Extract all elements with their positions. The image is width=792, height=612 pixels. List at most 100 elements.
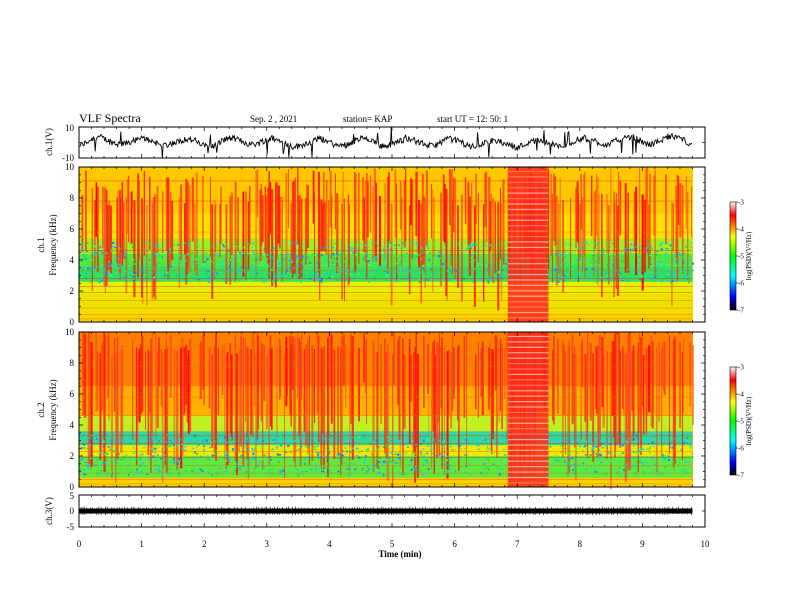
spectrogram-speckle [440,453,442,456]
spectrogram-speckle [171,260,173,262]
spectrogram-speckle [619,460,621,463]
spectrogram-streak [119,189,122,280]
spectrogram-speckle [567,259,569,261]
spectrogram-speckle [143,446,146,448]
spectrogram-streak [176,350,179,470]
spectrogram-speckle [157,468,161,470]
spectrogram-streak [297,334,298,398]
spectrogram-speckle [366,464,368,467]
spectrogram-speckle [206,258,209,261]
spectrogram-speckle [153,452,157,453]
spectrogram-speckle [680,449,683,452]
spectrogram-speckle [197,440,200,442]
spectrogram-speckle [86,447,88,450]
spectrogram-streak [377,332,379,413]
spectrogram-speckle [638,278,642,281]
spectrogram-streak [358,347,360,422]
spectrogram-streak [186,354,189,423]
spectrogram-speckle [224,281,227,283]
spectrogram-speckle [151,438,155,441]
spectrogram-speckle [222,470,225,473]
spectrogram-feature-stripe [507,192,549,194]
spectrogram-speckle [674,253,677,256]
spectrogram-speckle [334,255,338,257]
spectrogram-speckle [414,455,417,457]
spectrogram-speckle [123,455,126,458]
spectrogram-speckle [466,254,468,256]
spectrogram-speckle [196,246,199,249]
spectrogram-speckle [138,441,141,443]
spectrogram-speckle [561,280,563,283]
spectrogram-speckle [631,466,633,469]
spectrogram-streak [672,339,675,470]
spectrogram-streak [440,345,442,408]
spectrogram-speckle [634,465,637,468]
spectrogram-streak [121,345,124,439]
spectrogram-streak [641,194,644,291]
spectrogram-speckle [431,273,432,276]
spectrogram-speckle [172,243,175,245]
spectrogram-speckle [108,263,110,265]
spectrogram-speckle [231,262,235,265]
spectrogram-streak [444,347,445,475]
spectrogram-speckle [562,458,564,460]
spectrogram-speckle [442,470,444,472]
spectrogram-streak [171,200,174,260]
spectrogram-speckle [95,252,98,255]
spectrogram-feature-stripe [507,406,549,408]
spectrogram-speckle [244,458,248,460]
spectrogram-speckle [661,456,663,458]
spectrogram-streak [100,345,102,455]
spectrogram-streak [619,180,622,236]
spectrogram-speckle [296,468,299,471]
spectrogram-speckle [573,276,576,278]
spectrogram-speckle [348,474,350,477]
spectrogram-speckle [326,256,329,259]
spectrogram-speckle [81,457,84,459]
spectrogram-speckle [649,446,651,450]
spectrogram-speckle [673,261,676,263]
spectrogram-speckle [270,459,272,461]
spectrogram-speckle [176,275,178,276]
spectrogram-speckle [503,274,505,277]
spectrogram-speckle [478,448,480,451]
spectrogram-streak [237,197,239,252]
spectrogram-ytick-marks [79,331,705,488]
spectrogram-speckle [666,248,669,251]
spectrogram-feature-stripe [507,357,549,359]
spectrogram-speckle [301,255,304,258]
spectrogram-streak [438,332,440,456]
spectrogram-streak [186,181,189,274]
ch2-spectrogram-image [79,332,694,490]
spectrogram-feature-stripe [507,317,549,319]
spectrogram-speckle [95,460,98,462]
spectrogram-speckle [207,281,210,284]
spectrogram-speckle [148,242,150,245]
spectrogram-speckle [662,241,664,244]
spectrogram-streak [286,347,288,397]
spectrogram-speckle [420,453,422,456]
spectrogram-speckle [261,253,263,255]
spectrogram-speckle [84,446,85,449]
spectrogram-speckle [295,446,298,448]
spectrogram-speckle [572,441,574,444]
spectrogram-speckle [632,248,634,251]
spectrogram-streak [213,344,217,457]
spectrogram-speckle [558,254,562,256]
spectrogram-speckle [666,456,669,458]
spectrogram-streak [304,198,307,265]
spectrogram-speckle [296,256,299,258]
spectrogram-streak [572,354,574,423]
spectrogram-speckle [91,474,94,477]
spectrogram-streak [577,193,579,283]
spectrogram-speckle [646,274,649,277]
spectrogram-speckle [159,254,160,256]
spectrogram-streak [584,171,586,279]
spectrogram-speckle [323,436,326,438]
spectrogram-speckle [182,455,184,457]
spectrogram-speckle [625,443,627,446]
spectrogram-speckle [164,458,167,460]
spectrogram-speckle [99,246,102,248]
spectrogram-speckle [400,247,402,250]
spectrogram-speckle [177,265,178,268]
